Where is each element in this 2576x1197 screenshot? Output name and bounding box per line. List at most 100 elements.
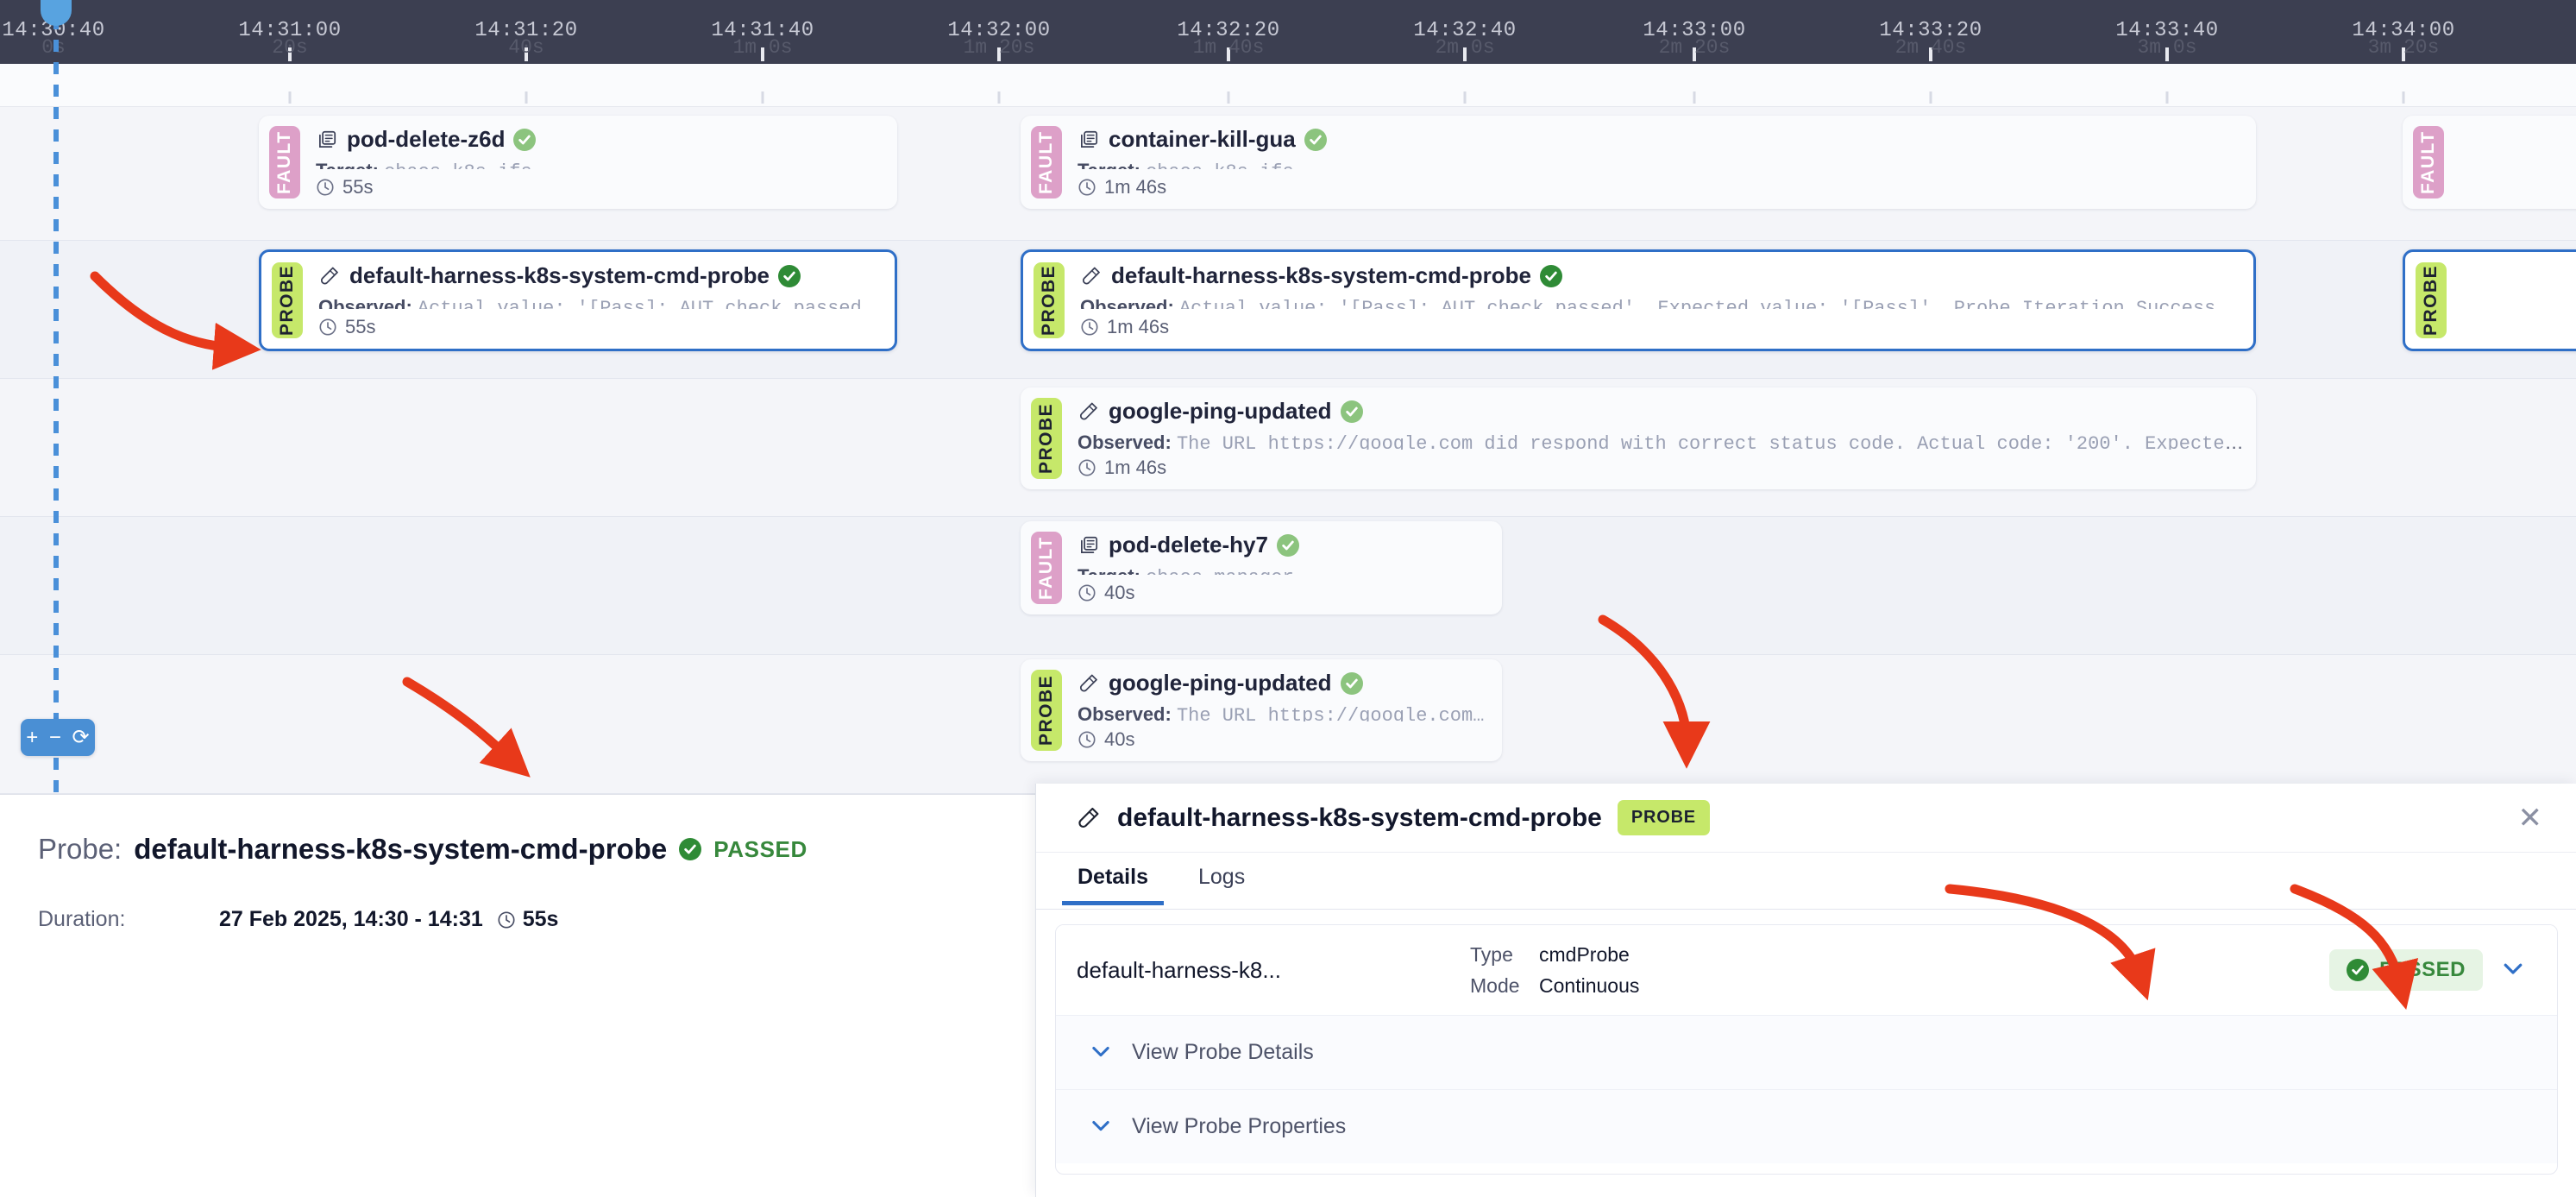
card-title-row: pod-delete-hy7 xyxy=(1078,532,1492,558)
timeline-tick-label-relative: 1m 40s xyxy=(1192,36,1265,59)
card-body: google-ping-updated Observed: The URL htt… xyxy=(1062,398,2246,479)
timeline-tick-label-absolute: 14:32:40 xyxy=(1413,19,1517,42)
timeline-tick-mark xyxy=(997,47,1001,61)
tab-logs[interactable]: Logs xyxy=(1197,865,1246,889)
timeline-probe-card[interactable]: PROBE default-harness-k8s-system-cmd-prob… xyxy=(1021,249,2256,351)
timeline-tick-mark xyxy=(525,91,528,104)
timeline-tick-label-absolute: 14:33:00 xyxy=(1643,19,1746,42)
timeline-tick-mark xyxy=(1227,47,1230,61)
chevron-down-icon[interactable] xyxy=(1089,1113,1113,1141)
probe-result-status-wrap: PASSED xyxy=(2329,949,2526,991)
tab-details[interactable]: Details xyxy=(1062,853,1164,905)
timeline-tick-mark xyxy=(288,47,292,61)
probe-mode-key: Mode xyxy=(1470,973,1520,997)
timeline-lane xyxy=(0,517,2576,655)
card-kind-badge: FAULT xyxy=(1031,126,1062,198)
timeline-tick-label-absolute: 14:31:40 xyxy=(711,19,814,42)
card-kind-badge: PROBE xyxy=(1031,670,1062,751)
timeline-probe-card[interactable]: PROBE default-harness-k8s-system-cmd-prob… xyxy=(259,249,897,351)
expandable-row[interactable]: View Probe Properties xyxy=(1056,1089,2557,1163)
close-icon[interactable]: ✕ xyxy=(2517,801,2543,835)
card-duration: 40s xyxy=(1078,582,1492,604)
timeline-lane xyxy=(0,241,2576,379)
timeline-probe-card[interactable]: PROBE google-ping-updated Observed: The UR… xyxy=(1021,387,2256,489)
card-title: google-ping-updated xyxy=(1109,670,1332,696)
drawer-tabs[interactable]: Details Logs xyxy=(1036,853,2576,910)
status-check-icon xyxy=(1340,400,1363,423)
card-title: pod-delete-hy7 xyxy=(1109,532,1268,558)
card-title-row: default-harness-k8s-system-cmd-probe xyxy=(318,262,884,289)
card-duration-text: 1m 46s xyxy=(1107,316,1170,337)
probe-summary-panel: Probe: default-harness-k8s-system-cmd-pr… xyxy=(0,794,1035,1197)
pods-icon xyxy=(1081,130,1098,148)
zoom-out-button[interactable]: − xyxy=(48,725,61,749)
time-ruler-relative[interactable] xyxy=(0,64,2576,107)
timeline-tick-label-absolute: 14:33:40 xyxy=(2115,19,2219,42)
status-badge: PASSED xyxy=(713,835,807,862)
card-body: pod-delete-z6d Target: chaos-k8s-ifs 55s xyxy=(300,126,887,198)
card-title-row: pod-delete-z6d xyxy=(316,126,887,153)
playhead-handle[interactable] xyxy=(41,0,72,26)
pods-icon xyxy=(1081,536,1098,553)
timeline-tick-mark xyxy=(1929,91,1932,104)
duration-row: Duration: 27 Feb 2025, 14:30 - 14:31 55s xyxy=(38,907,558,932)
card-detail-value: Actual value: '[Pass]: AUT check passed'… xyxy=(1178,298,2243,309)
card-title-row: google-ping-updated xyxy=(1078,670,1492,696)
card-duration-text: 40s xyxy=(1104,582,1135,603)
timeline-tick-label-absolute: 14:32:00 xyxy=(947,19,1051,42)
card-body: container-kill-gua Target: chaos-k8s-ifs 1… xyxy=(1062,126,2246,198)
timeline-tick-mark xyxy=(1227,91,1230,104)
timeline-tick-mark xyxy=(1463,91,1467,104)
timeline-probe-card[interactable]: PROBE google-ping-updated Observed: The UR… xyxy=(1021,659,1502,761)
card-detail-value: chaos-k8s-ifs xyxy=(1146,161,1294,169)
time-ruler-absolute[interactable] xyxy=(0,0,2576,64)
timeline-tick-label-relative: 3m 20s xyxy=(2367,36,2440,59)
timeline-fault-card[interactable]: FAULT container-kill-gua Target: chaos-k8s… xyxy=(1021,116,2256,209)
card-duration-text: 1m 46s xyxy=(1104,457,1167,478)
passed-chip: PASSED xyxy=(2329,949,2483,991)
probe-prefix-label: Probe: xyxy=(38,833,123,865)
card-detail-line: Observed: The URL https://google.com did… xyxy=(1078,432,2246,450)
timeline-area[interactable]: 14:30:4014:31:0014:31:2014:31:4014:32:00… xyxy=(0,0,2576,794)
drawer-title: default-harness-k8s-system-cmd-probe xyxy=(1117,803,1602,832)
card-detail-line: Observed: Actual value: '[Pass]: AUT che… xyxy=(1080,296,2243,309)
probe-expandable-rows[interactable]: View Probe Details View Probe Properties xyxy=(1056,1015,2557,1163)
zoom-controls[interactable]: + − ⟳ xyxy=(21,719,95,756)
timeline-fault-card[interactable]: FAULT xyxy=(2403,116,2576,209)
status-check-icon xyxy=(2347,959,2370,981)
probe-type-value: cmdProbe xyxy=(1539,942,1630,966)
card-duration: 1m 46s xyxy=(1078,457,2246,479)
probe-summary-heading: Probe: default-harness-k8s-system-cmd-pr… xyxy=(38,833,807,866)
card-kind-badge: FAULT xyxy=(2413,126,2444,198)
card-title: pod-delete-z6d xyxy=(347,126,506,152)
timeline-tick-mark xyxy=(2402,47,2405,61)
card-title-row: google-ping-updated xyxy=(1078,398,2246,425)
timeline-fault-card[interactable]: FAULT pod-delete-z6d Target: chaos-k8s-ifs… xyxy=(259,116,897,209)
expandable-row[interactable]: View Probe Details xyxy=(1056,1015,2557,1089)
card-detail-line: Observed: Actual value: '[Pass]: AUT che… xyxy=(318,296,884,309)
card-title: default-harness-k8s-system-cmd-probe xyxy=(1111,262,1531,288)
zoom-reset-button[interactable]: ⟳ xyxy=(72,725,90,749)
duration-elapsed: 55s xyxy=(497,907,558,932)
card-detail-line: Observed: The URL https://google.com… xyxy=(1078,703,1492,721)
passed-chip-label: PASSED xyxy=(2379,958,2466,981)
chevron-down-icon[interactable] xyxy=(1089,1039,1113,1067)
timeline-fault-card[interactable]: FAULT pod-delete-hy7 Target: chaos-manager… xyxy=(1021,521,1502,614)
timeline-probe-card[interactable]: PROBE xyxy=(2403,249,2576,351)
probe-result-meta: Type cmdProbe Mode Continuous xyxy=(1470,943,1639,998)
drawer-header: default-harness-k8s-system-cmd-probe PRO… xyxy=(1036,784,2576,853)
timeline-tick-mark xyxy=(288,91,292,104)
card-duration: 40s xyxy=(1078,728,1492,751)
zoom-in-button[interactable]: + xyxy=(26,725,39,749)
card-duration-text: 40s xyxy=(1104,728,1135,750)
card-kind-badge: PROBE xyxy=(272,262,303,338)
chevron-down-icon[interactable] xyxy=(2500,955,2526,986)
timeline-tick-mark xyxy=(1693,47,1696,61)
status-check-icon xyxy=(1276,533,1299,557)
card-detail-line: Target: chaos-k8s-ifs xyxy=(316,160,887,169)
test-tube-icon xyxy=(321,267,338,284)
test-tube-icon xyxy=(1080,674,1097,691)
clock-icon xyxy=(1078,179,1096,196)
card-title-row: default-harness-k8s-system-cmd-probe xyxy=(1080,262,2243,289)
status-check-icon xyxy=(513,128,537,151)
